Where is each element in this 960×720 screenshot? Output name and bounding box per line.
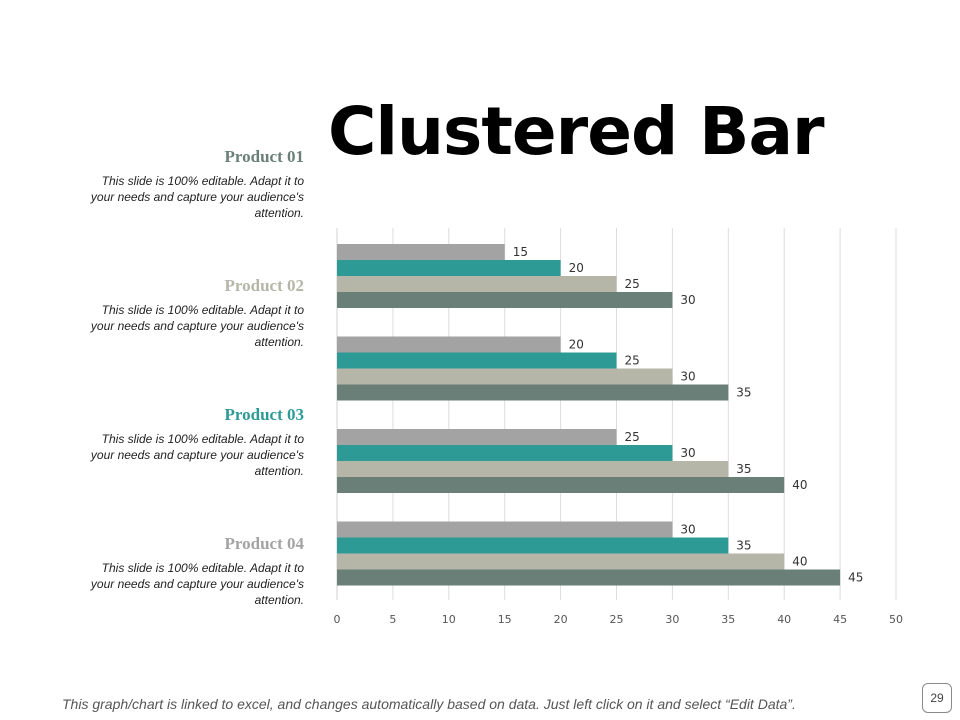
data-label: 25 <box>625 354 640 368</box>
product-03-name: Product 03 <box>224 405 305 424</box>
x-tick-label: 35 <box>721 613 735 626</box>
x-tick-label: 10 <box>442 613 456 626</box>
bar[interactable] <box>337 537 729 554</box>
product-01-description: This slide is 100% editable. Adapt it to… <box>90 174 304 220</box>
slide-title: Clustered Bar <box>328 93 825 170</box>
footer-note: This graph/chart is linked to excel, and… <box>62 696 796 712</box>
product-04-block: Product 04 This slide is 100% editable. … <box>40 534 304 608</box>
data-label: 30 <box>680 293 695 307</box>
data-label: 15 <box>513 245 528 259</box>
bar[interactable] <box>337 352 617 369</box>
bar[interactable] <box>337 292 673 308</box>
product-03-description: This slide is 100% editable. Adapt it to… <box>90 432 304 478</box>
data-label: 20 <box>569 338 584 352</box>
x-tick-label: 45 <box>833 613 847 626</box>
product-01-name: Product 01 <box>224 147 305 166</box>
data-label: 30 <box>680 446 695 460</box>
data-label: 25 <box>625 277 640 291</box>
bar[interactable] <box>337 276 617 292</box>
x-tick-label: 40 <box>777 613 791 626</box>
bar[interactable] <box>337 477 785 493</box>
data-label: 25 <box>625 430 640 444</box>
x-tick-label: 15 <box>498 613 512 626</box>
product-02-block: Product 02 This slide is 100% editable. … <box>40 276 304 350</box>
data-label: 35 <box>736 539 751 553</box>
bar[interactable] <box>337 368 673 385</box>
product-02-description: This slide is 100% editable. Adapt it to… <box>90 303 304 349</box>
data-label: 45 <box>848 571 863 585</box>
data-label: 30 <box>680 523 695 537</box>
bar[interactable] <box>337 461 729 477</box>
data-label: 35 <box>736 462 751 476</box>
data-label: 40 <box>792 555 807 569</box>
product-04-name: Product 04 <box>224 534 305 553</box>
x-tick-label: 0 <box>334 613 341 626</box>
product-02-name: Product 02 <box>224 276 305 295</box>
x-tick-label: 20 <box>554 613 568 626</box>
x-tick-label: 50 <box>889 613 903 626</box>
bar[interactable] <box>337 429 617 445</box>
bar[interactable] <box>337 569 841 586</box>
data-label: 35 <box>736 386 751 400</box>
product-01-block: Product 01 This slide is 100% editable. … <box>40 147 304 221</box>
bar[interactable] <box>337 521 673 538</box>
bar[interactable] <box>337 260 561 276</box>
bar[interactable] <box>337 553 785 570</box>
bar[interactable] <box>337 244 505 260</box>
x-tick-label: 25 <box>610 613 624 626</box>
page-number: 29 <box>922 683 952 713</box>
bar[interactable] <box>337 384 729 401</box>
x-tick-label: 5 <box>389 613 396 626</box>
x-tick-label: 30 <box>665 613 679 626</box>
product-03-block: Product 03 This slide is 100% editable. … <box>40 405 304 479</box>
data-label: 20 <box>569 261 584 275</box>
bar[interactable] <box>337 445 673 461</box>
product-04-description: This slide is 100% editable. Adapt it to… <box>90 561 304 607</box>
data-label: 40 <box>792 478 807 492</box>
data-label: 30 <box>680 370 695 384</box>
bar[interactable] <box>337 336 561 353</box>
